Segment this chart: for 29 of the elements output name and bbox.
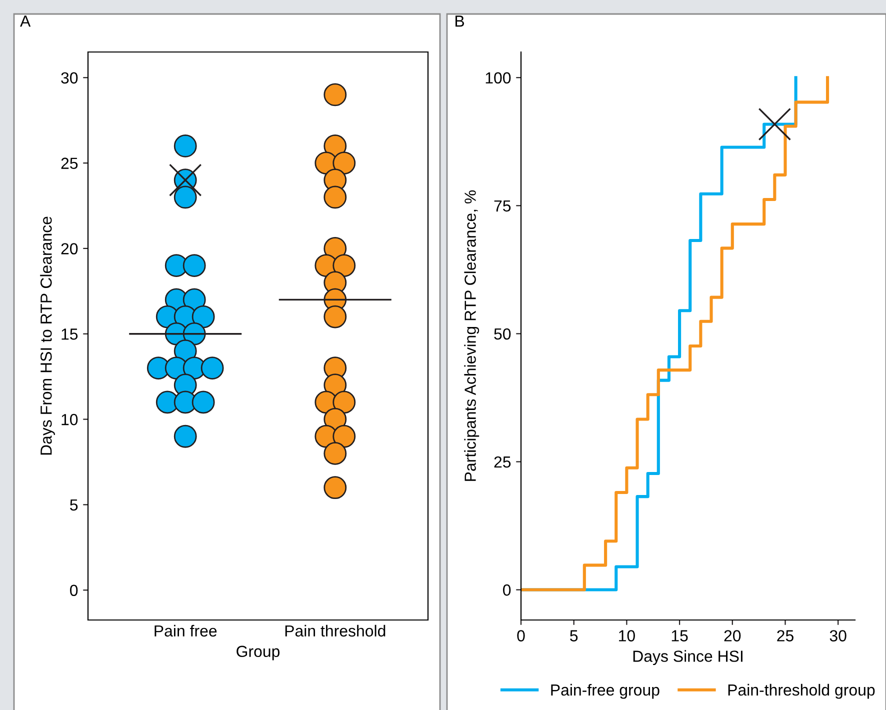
x-axis-title: Days Since HSI xyxy=(633,650,742,666)
x-tick-label: Pain threshold xyxy=(285,624,386,637)
y-axis-title: Participants Achieving RTP Clearance, % xyxy=(464,190,480,481)
y-tick-label: 25 xyxy=(494,456,511,468)
y-axis-title: Days From HSI to RTP Clearance xyxy=(40,216,55,455)
y-tick-label: 5 xyxy=(70,499,78,511)
x-tick-label: 25 xyxy=(777,630,794,642)
x-axis-title: Group xyxy=(236,646,280,660)
x-tick-label: 0 xyxy=(517,630,525,642)
y-tick-label: 15 xyxy=(62,328,78,340)
y-tick-label: 20 xyxy=(61,243,78,254)
y-tick-label: 75 xyxy=(494,200,511,212)
x-tick-label: 10 xyxy=(619,630,635,642)
x-tick-label: 15 xyxy=(672,630,688,642)
y-tick-label: 10 xyxy=(62,414,78,426)
y-tick-label: 25 xyxy=(61,158,78,169)
legend-label: Pain-threshold group xyxy=(728,684,875,699)
y-tick-label: 100 xyxy=(486,72,511,84)
x-tick-label: 20 xyxy=(724,630,741,642)
x-tick-label: 5 xyxy=(570,630,578,642)
x-tick-label: Pain free xyxy=(154,624,217,637)
chart-title: B xyxy=(456,16,464,27)
legend-label: Pain-free group xyxy=(551,684,660,699)
y-tick-label: 0 xyxy=(70,584,78,596)
x-tick-label: 30 xyxy=(830,630,846,642)
y-tick-label: 30 xyxy=(61,72,78,84)
y-tick-label: 50 xyxy=(494,328,511,340)
chart-title: A xyxy=(20,16,31,27)
y-tick-label: 0 xyxy=(503,584,511,596)
